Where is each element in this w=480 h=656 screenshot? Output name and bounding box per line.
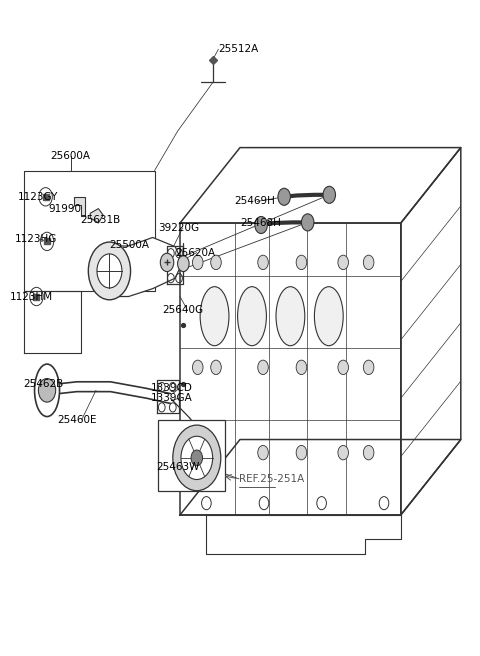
Circle shape	[191, 450, 203, 466]
Circle shape	[192, 360, 203, 375]
Circle shape	[258, 360, 268, 375]
Circle shape	[173, 425, 221, 491]
Circle shape	[160, 253, 174, 272]
Ellipse shape	[314, 287, 343, 346]
Circle shape	[338, 445, 348, 460]
Ellipse shape	[276, 287, 305, 346]
Circle shape	[338, 360, 348, 375]
Text: 25500A: 25500A	[109, 239, 149, 250]
Text: 25620A: 25620A	[175, 247, 216, 258]
Text: 91990: 91990	[48, 203, 81, 214]
Circle shape	[88, 242, 131, 300]
Polygon shape	[94, 237, 182, 297]
Polygon shape	[74, 197, 85, 216]
Circle shape	[38, 379, 56, 402]
Text: 1123GY: 1123GY	[18, 192, 59, 202]
Text: 25600A: 25600A	[50, 151, 90, 161]
Bar	[158, 420, 225, 491]
Circle shape	[211, 255, 221, 270]
Circle shape	[192, 445, 203, 460]
Circle shape	[192, 255, 203, 270]
Circle shape	[317, 497, 326, 510]
Text: 25640G: 25640G	[162, 304, 204, 315]
Circle shape	[178, 256, 189, 272]
Circle shape	[296, 255, 307, 270]
Text: 25462B: 25462B	[23, 379, 63, 389]
Ellipse shape	[238, 287, 266, 346]
Circle shape	[296, 360, 307, 375]
Circle shape	[323, 186, 336, 203]
Text: 25512A: 25512A	[218, 44, 259, 54]
Text: 1123HG: 1123HG	[14, 234, 57, 245]
Circle shape	[202, 497, 211, 510]
Circle shape	[278, 188, 290, 205]
Circle shape	[296, 445, 307, 460]
Text: 39220G: 39220G	[158, 223, 200, 234]
Circle shape	[363, 445, 374, 460]
Circle shape	[363, 255, 374, 270]
Text: 1339GA: 1339GA	[151, 393, 193, 403]
Circle shape	[259, 497, 269, 510]
Circle shape	[211, 360, 221, 375]
Circle shape	[181, 436, 213, 480]
Text: 25469H: 25469H	[234, 196, 275, 207]
Circle shape	[338, 255, 348, 270]
Circle shape	[97, 254, 122, 288]
Circle shape	[363, 360, 374, 375]
Circle shape	[258, 445, 268, 460]
Circle shape	[211, 445, 221, 460]
Text: 25463W: 25463W	[156, 462, 199, 472]
Circle shape	[255, 216, 267, 234]
Text: 25631B: 25631B	[81, 215, 121, 225]
Text: 25468H: 25468H	[240, 218, 281, 228]
Ellipse shape	[200, 287, 229, 346]
Circle shape	[379, 497, 389, 510]
Polygon shape	[90, 209, 103, 223]
Text: 1339CD: 1339CD	[151, 383, 193, 394]
Circle shape	[258, 255, 268, 270]
Ellipse shape	[35, 364, 60, 417]
Circle shape	[301, 214, 314, 231]
Text: 25460E: 25460E	[58, 415, 97, 425]
Text: 1123HM: 1123HM	[10, 291, 53, 302]
Text: REF.25-251A: REF.25-251A	[239, 474, 304, 484]
